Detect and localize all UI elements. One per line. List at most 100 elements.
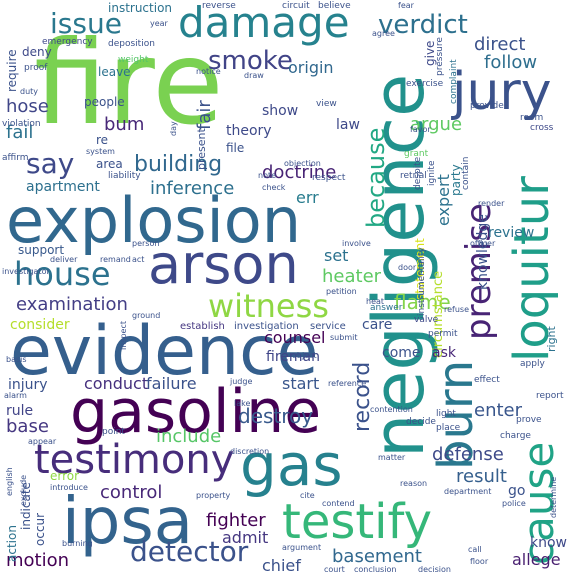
word-examination: examination [16,294,128,315]
word-building: building [134,152,223,177]
word-witness: witness [208,287,329,325]
word-view: view [316,99,337,109]
word-appear: appear [28,437,57,446]
word-set: set [324,246,349,265]
word-weight: weight [118,55,149,65]
word-support: support [18,243,65,257]
word-require: require [5,49,19,92]
word-alarm: alarm [4,391,27,400]
word-decide: decide [406,417,436,427]
word-instruction: instruction [108,1,173,15]
word-chief: chief [262,556,301,575]
word-valve: valve [414,315,439,325]
word-arson: arson [148,233,299,296]
word-report: report [536,391,564,401]
word-contention: contention [370,405,413,414]
word-control: control [100,482,163,503]
word-notice: notice [196,67,221,76]
word-counsel: counsel [264,328,326,347]
word-refuse: refuse [444,305,470,314]
word-admit: admit [222,528,269,547]
word-agree: agree [372,29,395,38]
word-determine: determine [549,476,558,518]
word-call: call [468,545,482,554]
word-conclusion: conclusion [354,565,397,574]
word-evidence: evidence [10,312,319,391]
word-flame: flame [394,290,451,314]
word-heat: heat [366,297,385,306]
word-explosion: explosion [6,184,302,257]
word-permit: permit [428,329,458,339]
word-because: because [362,127,390,228]
word-officer: officer [470,239,496,248]
word-point: point [102,427,125,437]
word-answer: answer [370,303,403,313]
word-testify: testify [282,494,432,550]
word-apply: apply [520,359,545,369]
word-apartment: apartment [26,179,100,195]
word-base: base [6,416,49,437]
word-court: court [324,565,345,574]
word-property: property [196,491,231,500]
word-include: include [156,426,222,447]
word-inference: inference [150,178,235,199]
word-day: day [169,121,178,136]
word-know: know [530,535,567,551]
word-render: render [478,199,505,208]
word-service: service [310,321,346,332]
word-lake: lake [234,399,251,408]
word-ground: ground [132,311,161,320]
word-fireman: fireman [266,349,320,365]
word-reference: reference [328,379,367,388]
word-discretion: discretion [230,447,270,456]
word-right: right [545,326,558,352]
word-occur: occur [33,512,47,546]
word-believe: believe [318,1,351,11]
word-judge: judge [230,377,253,386]
word-reason: reason [400,479,428,488]
word-argument: argument [282,543,322,552]
word-instrumentality: instrumentality [417,247,427,316]
word-pressure: pressure [435,37,445,76]
word-english: english [5,467,14,496]
word-object: object [292,351,317,360]
word-ipsa: ipsa [62,485,193,559]
word-exercise: exercise [406,79,444,89]
word-cite: cite [300,491,315,500]
word-destroy: destroy [238,404,314,428]
word-defense: defense [432,444,504,465]
word-light: light [436,409,456,419]
word-affirm: affirm [2,153,29,163]
word-liability: liability [108,171,141,181]
word-burning: burning [62,539,93,548]
word-failure: failure [146,374,197,393]
word-system: system [86,147,115,156]
word-objection: objection [284,159,321,168]
word-contend: contend [322,499,355,508]
word-department: department [444,487,492,496]
word-action: action [5,525,19,562]
word-enter: enter [474,400,523,421]
word-reverse: reverse [202,1,236,11]
word-fear: fear [398,1,414,10]
word-contain: contain [461,156,471,190]
word-year: year [150,19,168,28]
word-involve: involve [342,239,371,248]
word-fail: fail [6,122,34,143]
word-violation: violation [2,119,41,129]
word-duty: duty [20,87,39,96]
word-detector: detector [130,535,249,568]
word-house: house [14,255,111,293]
word-show: show [262,103,299,119]
word-grant: grant [404,149,429,159]
word-smoke: smoke [208,46,293,76]
word-consider: consider [10,317,70,333]
word-prove: prove [516,415,542,425]
word-check: check [262,183,286,192]
word-people: people [84,95,125,109]
word-leave: leave [98,65,131,79]
word-conduct: conduct [84,374,149,393]
word-care: care [362,317,393,333]
word-knowledge: knowledge [475,214,491,290]
